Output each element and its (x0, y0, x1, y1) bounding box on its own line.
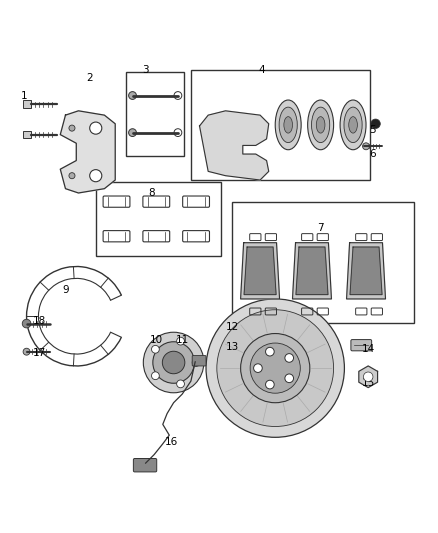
Bar (191, 70, 371, 180)
Polygon shape (350, 247, 382, 295)
Polygon shape (296, 247, 328, 295)
Ellipse shape (316, 117, 325, 133)
Circle shape (22, 319, 31, 328)
Circle shape (69, 125, 75, 131)
Ellipse shape (307, 100, 334, 150)
Text: 10: 10 (150, 335, 163, 345)
Text: 16: 16 (165, 437, 178, 447)
Text: 18: 18 (33, 316, 46, 326)
Circle shape (90, 169, 102, 182)
Circle shape (152, 345, 159, 353)
Circle shape (90, 122, 102, 134)
Polygon shape (60, 111, 115, 193)
Circle shape (177, 380, 184, 388)
Ellipse shape (344, 107, 362, 143)
Circle shape (285, 374, 293, 383)
Circle shape (217, 310, 334, 426)
Bar (23, 131, 31, 139)
Polygon shape (244, 247, 276, 295)
Circle shape (265, 380, 274, 389)
Text: 1: 1 (21, 91, 28, 101)
Bar (23, 100, 31, 108)
Circle shape (250, 343, 300, 393)
Text: 6: 6 (369, 149, 376, 159)
Text: 7: 7 (317, 223, 324, 232)
Bar (232, 203, 413, 322)
Circle shape (364, 372, 373, 382)
Ellipse shape (284, 117, 293, 133)
Ellipse shape (311, 107, 330, 143)
Circle shape (254, 364, 262, 373)
Ellipse shape (275, 100, 301, 150)
Ellipse shape (340, 100, 366, 150)
Circle shape (129, 129, 136, 136)
Circle shape (23, 348, 30, 355)
Text: 15: 15 (361, 378, 375, 388)
Circle shape (285, 353, 293, 362)
Text: 13: 13 (225, 342, 239, 351)
Circle shape (192, 359, 200, 366)
Circle shape (174, 92, 182, 99)
Circle shape (143, 332, 204, 393)
Text: 17: 17 (33, 348, 46, 358)
Circle shape (69, 173, 75, 179)
Circle shape (174, 129, 182, 136)
Text: 5: 5 (369, 125, 376, 135)
Text: 2: 2 (86, 74, 92, 83)
Circle shape (162, 351, 185, 374)
Circle shape (206, 299, 344, 437)
Ellipse shape (279, 107, 297, 143)
Circle shape (371, 119, 380, 128)
Circle shape (363, 143, 370, 150)
Text: 12: 12 (225, 322, 239, 332)
Circle shape (153, 342, 194, 383)
Bar (96, 182, 221, 256)
FancyBboxPatch shape (192, 356, 206, 366)
Ellipse shape (349, 117, 357, 133)
Text: 8: 8 (148, 188, 155, 198)
Circle shape (152, 372, 159, 379)
Polygon shape (359, 366, 378, 387)
Polygon shape (240, 243, 279, 299)
Text: 3: 3 (142, 64, 149, 75)
Bar (126, 72, 184, 156)
Polygon shape (200, 111, 269, 180)
Circle shape (265, 348, 274, 356)
Circle shape (240, 334, 310, 403)
Text: 9: 9 (62, 285, 69, 295)
FancyBboxPatch shape (351, 340, 372, 351)
Polygon shape (346, 243, 385, 299)
Circle shape (177, 337, 184, 345)
Text: 14: 14 (361, 344, 375, 354)
Text: 11: 11 (176, 335, 189, 345)
Text: 4: 4 (259, 64, 265, 75)
Circle shape (129, 92, 136, 99)
Polygon shape (293, 243, 332, 299)
FancyBboxPatch shape (134, 458, 157, 472)
